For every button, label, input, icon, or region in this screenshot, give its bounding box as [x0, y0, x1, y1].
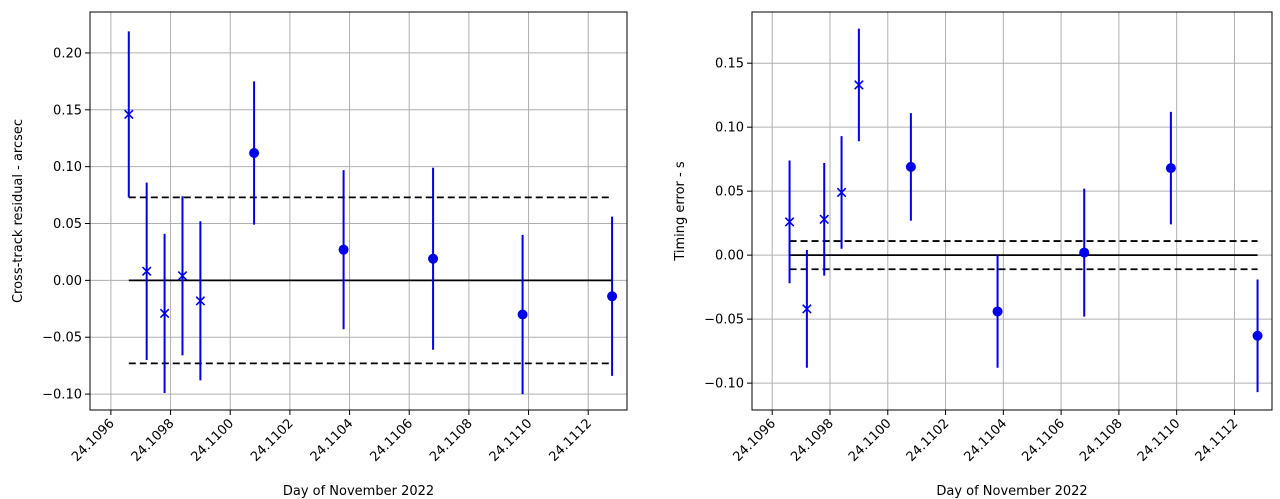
x-tick-label: 24.1102: [248, 416, 297, 465]
data-point-x: [854, 80, 864, 90]
x-tick-label: 24.1102: [904, 416, 953, 465]
grid: [752, 12, 1272, 410]
reference-lines: [789, 240, 1258, 271]
data-point: [428, 253, 439, 264]
x-tick-label: 24.1100: [846, 416, 895, 465]
data-points: [784, 80, 1263, 341]
y-tick-label: 0.15: [53, 103, 82, 118]
data-point: [1165, 163, 1176, 174]
x-tick-label: 24.1104: [308, 416, 357, 465]
x-tick-label: 24.1096: [730, 416, 779, 465]
x-tick-label: 24.1110: [487, 416, 536, 465]
y-tick-label: 0.20: [53, 46, 82, 61]
y-axis-label: Timing error - s: [673, 161, 688, 261]
x-tick-label: 24.1112: [1193, 416, 1242, 465]
data-point: [1079, 247, 1090, 258]
plot-frame: [89, 11, 628, 411]
x-tick-label: 24.1106: [367, 416, 416, 465]
y-tick-label: 0.05: [53, 217, 82, 232]
data-point-x: [159, 308, 170, 319]
cross-track-residual-chart: 24.1096 24.1098 24.1100 24.1102 24.1104 24.11…: [11, 11, 628, 499]
x-tick-label: 24.1110: [1135, 416, 1184, 465]
x-tick-label: 24.1098: [788, 416, 837, 465]
data-point-x: [802, 304, 812, 314]
y-axis-label: Cross-track residual - arcsec: [11, 119, 26, 303]
y-tick-label: −0.10: [42, 388, 82, 403]
x-tick-label: 24.1112: [546, 416, 595, 465]
data-point: [517, 309, 528, 320]
error-bars: [127, 31, 614, 395]
x-tick-label: 24.1108: [1077, 416, 1126, 465]
data-point-x: [124, 109, 134, 120]
y-tick-label: 0.05: [715, 185, 744, 200]
ticks: 24.1096 24.1098 24.1100 24.1102 24.1104 24.11…: [42, 46, 595, 464]
data-point: [607, 291, 618, 302]
y-tick-label: 0.15: [715, 57, 744, 72]
x-axis-label: Day of November 2022: [283, 484, 434, 499]
y-tick-label: 0.00: [53, 274, 82, 289]
reference-lines: [128, 196, 613, 365]
ticks: 24.1096 24.1098 24.1100 24.1102 24.1104 24.11…: [704, 57, 1241, 465]
y-tick-label: −0.05: [704, 313, 744, 328]
y-tick-label: 0.10: [53, 160, 82, 175]
data-point-x: [177, 271, 188, 281]
x-tick-label: 24.1098: [129, 416, 178, 465]
data-point-x: [836, 187, 847, 198]
data-point: [905, 161, 916, 172]
x-tick-label: 24.1100: [188, 416, 237, 465]
x-tick-label: 24.1096: [69, 416, 118, 465]
y-tick-label: −0.05: [42, 331, 82, 346]
x-tick-label: 24.1106: [1019, 416, 1068, 465]
data-points: [124, 109, 618, 320]
x-tick-label: 24.1108: [427, 416, 476, 465]
x-axis-label: Day of November 2022: [936, 484, 1087, 499]
data-point: [1252, 330, 1263, 341]
y-tick-label: 0.00: [715, 249, 744, 264]
data-point-x: [784, 217, 795, 227]
grid: [90, 12, 627, 410]
data-point: [338, 244, 349, 255]
data-point: [249, 148, 260, 159]
timing-error-chart: 24.1096 24.1098 24.1100 24.1102 24.1104 24.11…: [673, 11, 1273, 499]
data-point: [992, 306, 1003, 317]
y-tick-label: 0.10: [715, 121, 744, 136]
data-point-x: [141, 266, 152, 277]
plot-frame: [751, 11, 1273, 411]
x-tick-label: 24.1104: [962, 416, 1011, 465]
data-point-x: [195, 296, 206, 306]
data-point-x: [819, 214, 829, 225]
y-tick-label: −0.10: [704, 377, 744, 392]
